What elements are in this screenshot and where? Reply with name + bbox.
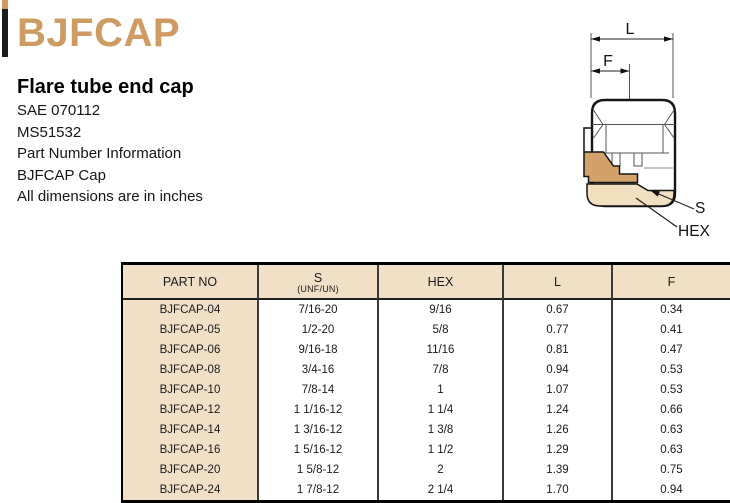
table-row: BJFCAP-12 1 1/16-12 1 1/4 1.24 0.66 [123, 400, 730, 420]
l-cell: 0.94 [502, 360, 611, 380]
col-header-s: S (UNF/UN) [257, 265, 377, 300]
s-cell: 7/8-14 [257, 380, 377, 400]
part-no-cell: BJFCAP-14 [123, 420, 257, 440]
s-cell: 1 5/16-12 [257, 440, 377, 460]
product-logo: BJFCAP [17, 11, 181, 55]
table-row: BJFCAP-20 1 5/8-12 2 1.39 0.75 [123, 460, 730, 480]
part-no-cell: BJFCAP-08 [123, 360, 257, 380]
accent-bar [2, 9, 8, 57]
info-line-partnumber: Part Number Information [17, 145, 182, 162]
f-cell: 0.53 [611, 360, 730, 380]
l-cell: 0.77 [502, 320, 611, 340]
s-cell: 1 3/16-12 [257, 420, 377, 440]
f-cell: 0.66 [611, 400, 730, 420]
s-cell: 3/4-16 [257, 360, 377, 380]
section-light [586, 183, 675, 207]
f-cell: 0.63 [611, 420, 730, 440]
section-dark [583, 151, 639, 184]
col-header-f: F [611, 265, 730, 300]
part-no-cell: BJFCAP-10 [123, 380, 257, 400]
l-cell: 0.81 [502, 340, 611, 360]
part-no-cell: BJFCAP-06 [123, 340, 257, 360]
product-info: SAE 070112 MS51532 Part Number Informati… [17, 100, 203, 208]
table-row: BJFCAP-05 1/2-20 5/8 0.77 0.41 [123, 320, 730, 340]
dim-label-s: S [695, 200, 705, 217]
s-cell: 7/16-20 [257, 300, 377, 320]
l-cell: 0.67 [502, 300, 611, 320]
part-no-cell: BJFCAP-24 [123, 480, 257, 500]
hex-cell: 5/8 [377, 320, 502, 340]
l-cell: 1.07 [502, 380, 611, 400]
s-cell: 1 7/8-12 [257, 480, 377, 500]
step-outline [583, 127, 592, 152]
l-cell: 1.70 [502, 480, 611, 500]
dim-label-l: L [626, 21, 635, 38]
f-cell: 0.34 [611, 300, 730, 320]
hex-cell: 2 1/4 [377, 480, 502, 500]
s-cell: 1 5/8-12 [257, 460, 377, 480]
hex-cell: 11/16 [377, 340, 502, 360]
dim-label-f: F [603, 53, 613, 70]
table-row: BJFCAP-04 7/16-20 9/16 0.67 0.34 [123, 300, 730, 320]
l-cell: 1.29 [502, 440, 611, 460]
l-cell: 1.26 [502, 420, 611, 440]
f-cell: 0.47 [611, 340, 730, 360]
f-cell: 0.41 [611, 320, 730, 340]
s-cell: 9/16-18 [257, 340, 377, 360]
part-no-cell: BJFCAP-12 [123, 400, 257, 420]
hex-cell: 7/8 [377, 360, 502, 380]
hex-facet-lines [592, 109, 675, 167]
s-cell: 1/2-20 [257, 320, 377, 340]
dimensions-table: PART NO S (UNF/UN) HEX L F BJFCAP-04 7/1… [121, 262, 730, 503]
table-row: BJFCAP-16 1 5/16-12 1 1/2 1.29 0.63 [123, 440, 730, 460]
col-header-s-main: S [313, 270, 323, 285]
table-header-row: PART NO S (UNF/UN) HEX L F [123, 265, 730, 300]
part-no-cell: BJFCAP-05 [123, 320, 257, 340]
info-line-ms: MS51532 [17, 123, 82, 141]
dim-label-hex: HEX [678, 223, 711, 240]
col-header-l: L [502, 265, 611, 300]
page-title: Flare tube end cap [17, 76, 194, 98]
dimension-arrows [591, 36, 673, 74]
table-row: BJFCAP-14 1 3/16-12 1 3/8 1.26 0.63 [123, 420, 730, 440]
hex-cell: 2 [377, 460, 502, 480]
hex-cell: 9/16 [377, 300, 502, 320]
l-cell: 1.39 [502, 460, 611, 480]
s-cell: 1 1/16-12 [257, 400, 377, 420]
l-cell: 1.24 [502, 400, 611, 420]
f-cell: 0.53 [611, 380, 730, 400]
hex-cell: 1 3/8 [377, 420, 502, 440]
f-cell: 0.75 [611, 460, 730, 480]
table-row: BJFCAP-10 7/8-14 1 1.07 0.53 [123, 380, 730, 400]
hex-cell: 1 [377, 380, 502, 400]
hex-cell: 1 1/4 [377, 400, 502, 420]
col-header-s-sub: (UNF/UN) [297, 283, 339, 294]
info-line-cap: BJFCAP Cap [17, 166, 106, 184]
table-row: BJFCAP-24 1 7/8-12 2 1/4 1.70 0.94 [123, 480, 730, 500]
info-line-units: All dimensions are in inches [17, 188, 203, 205]
cap-technical-drawing: L F S HEX [583, 21, 711, 240]
accent-bar-top [2, 0, 8, 9]
f-cell: 0.63 [611, 440, 730, 460]
col-header-hex: HEX [377, 265, 502, 300]
part-no-cell: BJFCAP-20 [123, 460, 257, 480]
col-header-part-no: PART NO [123, 265, 257, 300]
table-row: BJFCAP-08 3/4-16 7/8 0.94 0.53 [123, 360, 730, 380]
part-no-cell: BJFCAP-16 [123, 440, 257, 460]
info-line-sae: SAE 070112 [17, 102, 101, 119]
part-no-cell: BJFCAP-04 [123, 300, 257, 320]
table-row: BJFCAP-06 9/16-18 11/16 0.81 0.47 [123, 340, 730, 360]
leader-lines [635, 189, 695, 228]
hex-cell: 1 1/2 [377, 440, 502, 460]
f-cell: 0.94 [611, 480, 730, 500]
